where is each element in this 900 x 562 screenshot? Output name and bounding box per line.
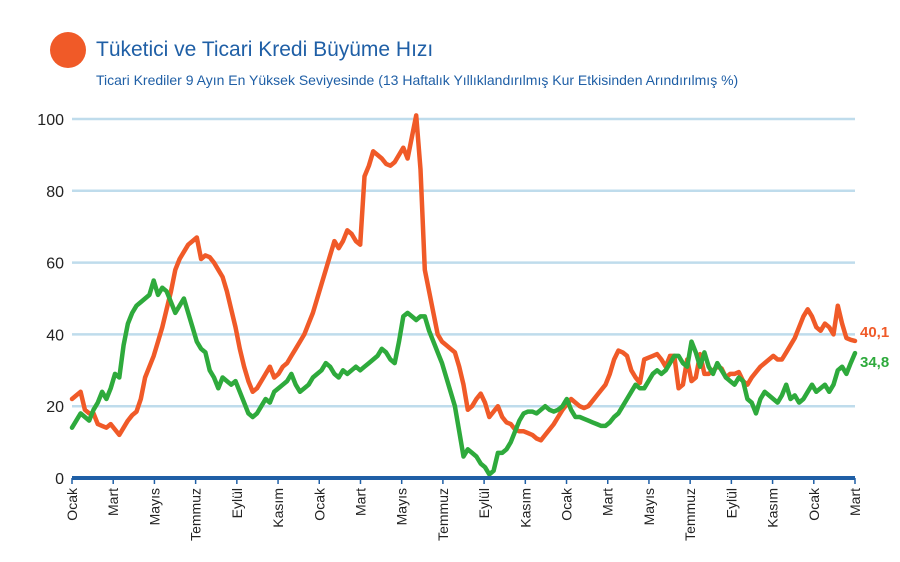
x-tick-label: Ocak <box>64 487 80 521</box>
x-tick-label: Temmuz <box>435 488 451 541</box>
x-tick-label: Ocak <box>806 487 822 521</box>
x-tick-label: Mayıs <box>641 488 657 525</box>
x-tick-label: Ocak <box>559 487 575 521</box>
x-tick-label: Kasım <box>270 488 286 528</box>
title-dot-icon <box>50 32 86 68</box>
chart-title: Tüketici ve Ticari Kredi Büyüme Hızı <box>96 38 434 61</box>
x-tick-label: Temmuz <box>682 488 698 541</box>
x-tick-label: Kasım <box>517 488 533 528</box>
series-end-label: 40,1 <box>860 324 889 341</box>
x-tick-label: Mayıs <box>146 488 162 525</box>
x-tick-label: Eylül <box>229 488 245 518</box>
x-tick-label: Mart <box>352 488 368 516</box>
x-tick-label: Eylül <box>476 488 492 518</box>
y-tick-label: 80 <box>46 184 64 201</box>
chart-subtitle: Ticari Krediler 9 Ayın En Yüksek Seviyes… <box>96 72 739 88</box>
series-line <box>69 278 858 477</box>
x-tick-label: Ocak <box>311 487 327 521</box>
y-tick-label: 0 <box>55 471 64 488</box>
x-tick-label: Temmuz <box>188 488 204 541</box>
x-tick-label: Mart <box>847 488 863 516</box>
x-tick-label: Kasım <box>765 488 781 528</box>
y-tick-label: 60 <box>46 256 64 273</box>
x-tick-label: Eylül <box>723 488 739 518</box>
y-tick-label: 20 <box>46 399 64 416</box>
series-line <box>69 113 858 443</box>
y-tick-label: 100 <box>37 112 64 129</box>
x-tick-label: Mart <box>600 488 616 516</box>
y-tick-label: 40 <box>46 327 64 344</box>
series-end-label: 34,8 <box>860 354 889 371</box>
x-tick-label: Mart <box>105 488 121 516</box>
x-tick-label: Mayıs <box>394 488 410 525</box>
